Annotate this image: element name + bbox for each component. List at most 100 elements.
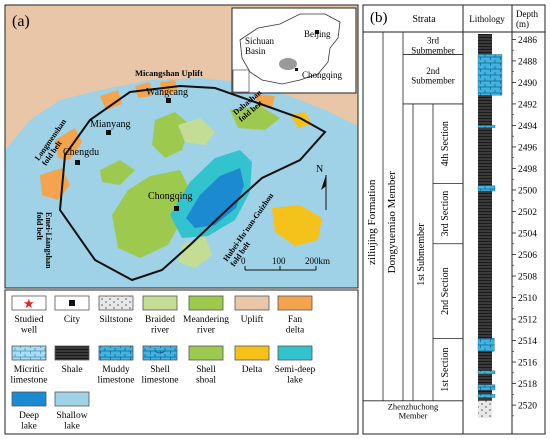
scale-tick-100: 100: [272, 256, 286, 266]
formation-label: ziliujing Formation: [366, 179, 378, 265]
legend-label: Uplift: [241, 314, 264, 325]
legend-swatch-studied-well: [11, 295, 47, 311]
depth-tick: 2508: [518, 273, 537, 283]
braided-river-north: [178, 118, 215, 145]
basin-boundary: [58, 84, 327, 282]
depth-tick: 2506: [518, 251, 537, 261]
section-4-label: 4th Section: [440, 121, 451, 166]
place-chengdu: Chengdu: [63, 147, 99, 158]
china-outline: [239, 13, 341, 85]
city-marker-wangcang: [166, 98, 171, 103]
legend-item-shell-limestone: Shell limestone: [142, 345, 179, 385]
depth-tick: 2504: [518, 229, 537, 239]
legend-item-delta: Delta: [234, 345, 270, 375]
shell-shoal-east: [230, 106, 280, 130]
shell-icon: [154, 350, 166, 354]
city-marker-chengdu: [75, 160, 80, 165]
legend-label: City: [64, 315, 81, 325]
legend-item-uplift: Uplift: [234, 295, 270, 325]
legend-label: Siltstone: [99, 315, 132, 325]
label-emei: Emei-Liangshanfold belt: [35, 212, 53, 269]
inset-south-china-sea: [232, 69, 250, 93]
legend-swatch-semi-deep-lake: [277, 345, 313, 361]
legend-item-siltstone: Siltstone: [98, 295, 134, 325]
panel-a-label: (a): [12, 13, 30, 30]
legend-label: Delta: [242, 365, 263, 375]
shell-shoal-center: [152, 112, 190, 158]
depth-tick: 2486: [518, 36, 537, 46]
deep-lake-area: [186, 168, 244, 228]
inset-map: Sichuan Basin Beijing Chongqing: [231, 7, 357, 94]
lithology-bed-shell-limestone: [477, 370, 496, 375]
legend-swatch-muddy-limestone: [98, 345, 134, 361]
legend: ★ Studied well City Siltstone Braided river Mea…: [4, 289, 359, 435]
lithology-bed-shell-limestone: [477, 185, 496, 192]
legend-label: Shell limestone: [142, 365, 179, 385]
lithology-bed-muddy-limestone: [477, 54, 503, 96]
zhenzhuchong-label: Zhenzhuchong Member: [388, 401, 439, 420]
depth-tick: 2516: [518, 359, 537, 369]
delta-se: [272, 205, 322, 246]
place-chongqing: Chongqing: [148, 191, 192, 202]
legend-label: Shell shoal: [196, 365, 216, 385]
legend-label: Muddy limestone: [98, 365, 135, 385]
legend-item-meandering-river: Meandering river: [183, 295, 229, 335]
scale-tick-0: 0: [241, 256, 246, 266]
depth-tick: 2502: [518, 208, 537, 218]
lithology-bed-shell-limestone: [477, 125, 496, 128]
place-mianyang: Mianyang: [90, 119, 131, 130]
legend-swatch-shale: [54, 345, 90, 361]
submember-1-label: 1st Submember: [416, 223, 427, 286]
submember-3-label: 3rd Submember: [411, 36, 455, 56]
legend-swatch-micritic-limestone: [11, 345, 47, 361]
legend-item-muddy-limestone: Muddy limestone: [98, 345, 135, 385]
svg-text:N: N: [316, 164, 323, 175]
legend-label: Studied well: [14, 315, 43, 335]
submember-2-label: 2nd Submember: [411, 66, 455, 86]
section-2-label: 2nd Section: [440, 267, 451, 315]
legend-swatch-shallow-lake: [54, 391, 90, 407]
legend-label: Shale: [61, 365, 82, 375]
inset-beijing-marker: [315, 30, 319, 34]
legend-item-semi-deep-lake: Semi-deep lake: [275, 345, 316, 385]
north-arrow-icon: N: [316, 164, 327, 210]
legend-item-braided-river: Braided river: [142, 295, 178, 335]
legend-label: Micritic limestone: [11, 365, 48, 385]
inset-beijing-label: Beijing: [304, 29, 331, 39]
panel-b: (b) Strata Lithology Depth (m) ziliujing Form…: [362, 4, 546, 435]
lithology-bed-muddy-limestone: [477, 338, 495, 352]
scale-tick-200: 200km: [305, 256, 330, 266]
depth-tick: 2510: [518, 294, 537, 304]
fan-delta-n1: [100, 90, 122, 110]
header-strata: Strata: [412, 14, 436, 25]
legend-swatch-uplift: [234, 295, 270, 311]
lithology-bed-shell-limestone: [477, 394, 496, 398]
depth-tick: 2498: [518, 165, 537, 175]
legend-swatch-siltstone: [98, 295, 134, 311]
city-marker-mianyang: [106, 130, 111, 135]
star-icon: ★: [23, 296, 35, 311]
braided-river-south: [178, 236, 212, 268]
city-marker-chongqing: [174, 206, 179, 211]
legend-item-shell-shoal: Shell shoal: [188, 345, 224, 385]
depth-tick: 2512: [518, 316, 537, 326]
legend-label: Shallow lake: [56, 411, 87, 431]
inset-chongqing-label: Chongqing: [302, 70, 343, 80]
map-frame: [4, 4, 359, 289]
legend-item-fan-delta: Fan delta: [277, 295, 313, 335]
panel-a: Sichuan Basin Beijing Chongqing (a) Wangc…: [4, 4, 359, 289]
legend-swatch-deep-lake: [11, 391, 47, 407]
member-label: Dongyuemiao Member: [386, 171, 398, 274]
depth-tick: 2490: [518, 79, 537, 89]
panel-b-label: (b): [370, 10, 388, 26]
depth-tick: 2496: [518, 143, 537, 153]
legend-swatch-meandering-river: [188, 295, 224, 311]
section-3-label: 3rd Section: [440, 191, 451, 237]
legend-item-studied-well: ★ Studied well: [11, 295, 47, 335]
legend-label: Braided river: [145, 315, 175, 335]
lithology-bed-shell-limestone: [477, 384, 496, 391]
lithology-siltstone: [478, 400, 492, 418]
legend-item-shallow-lake: Shallow lake: [54, 391, 90, 431]
legend-label: Semi-deep lake: [275, 365, 316, 385]
depth-tick: 2514: [518, 337, 537, 347]
